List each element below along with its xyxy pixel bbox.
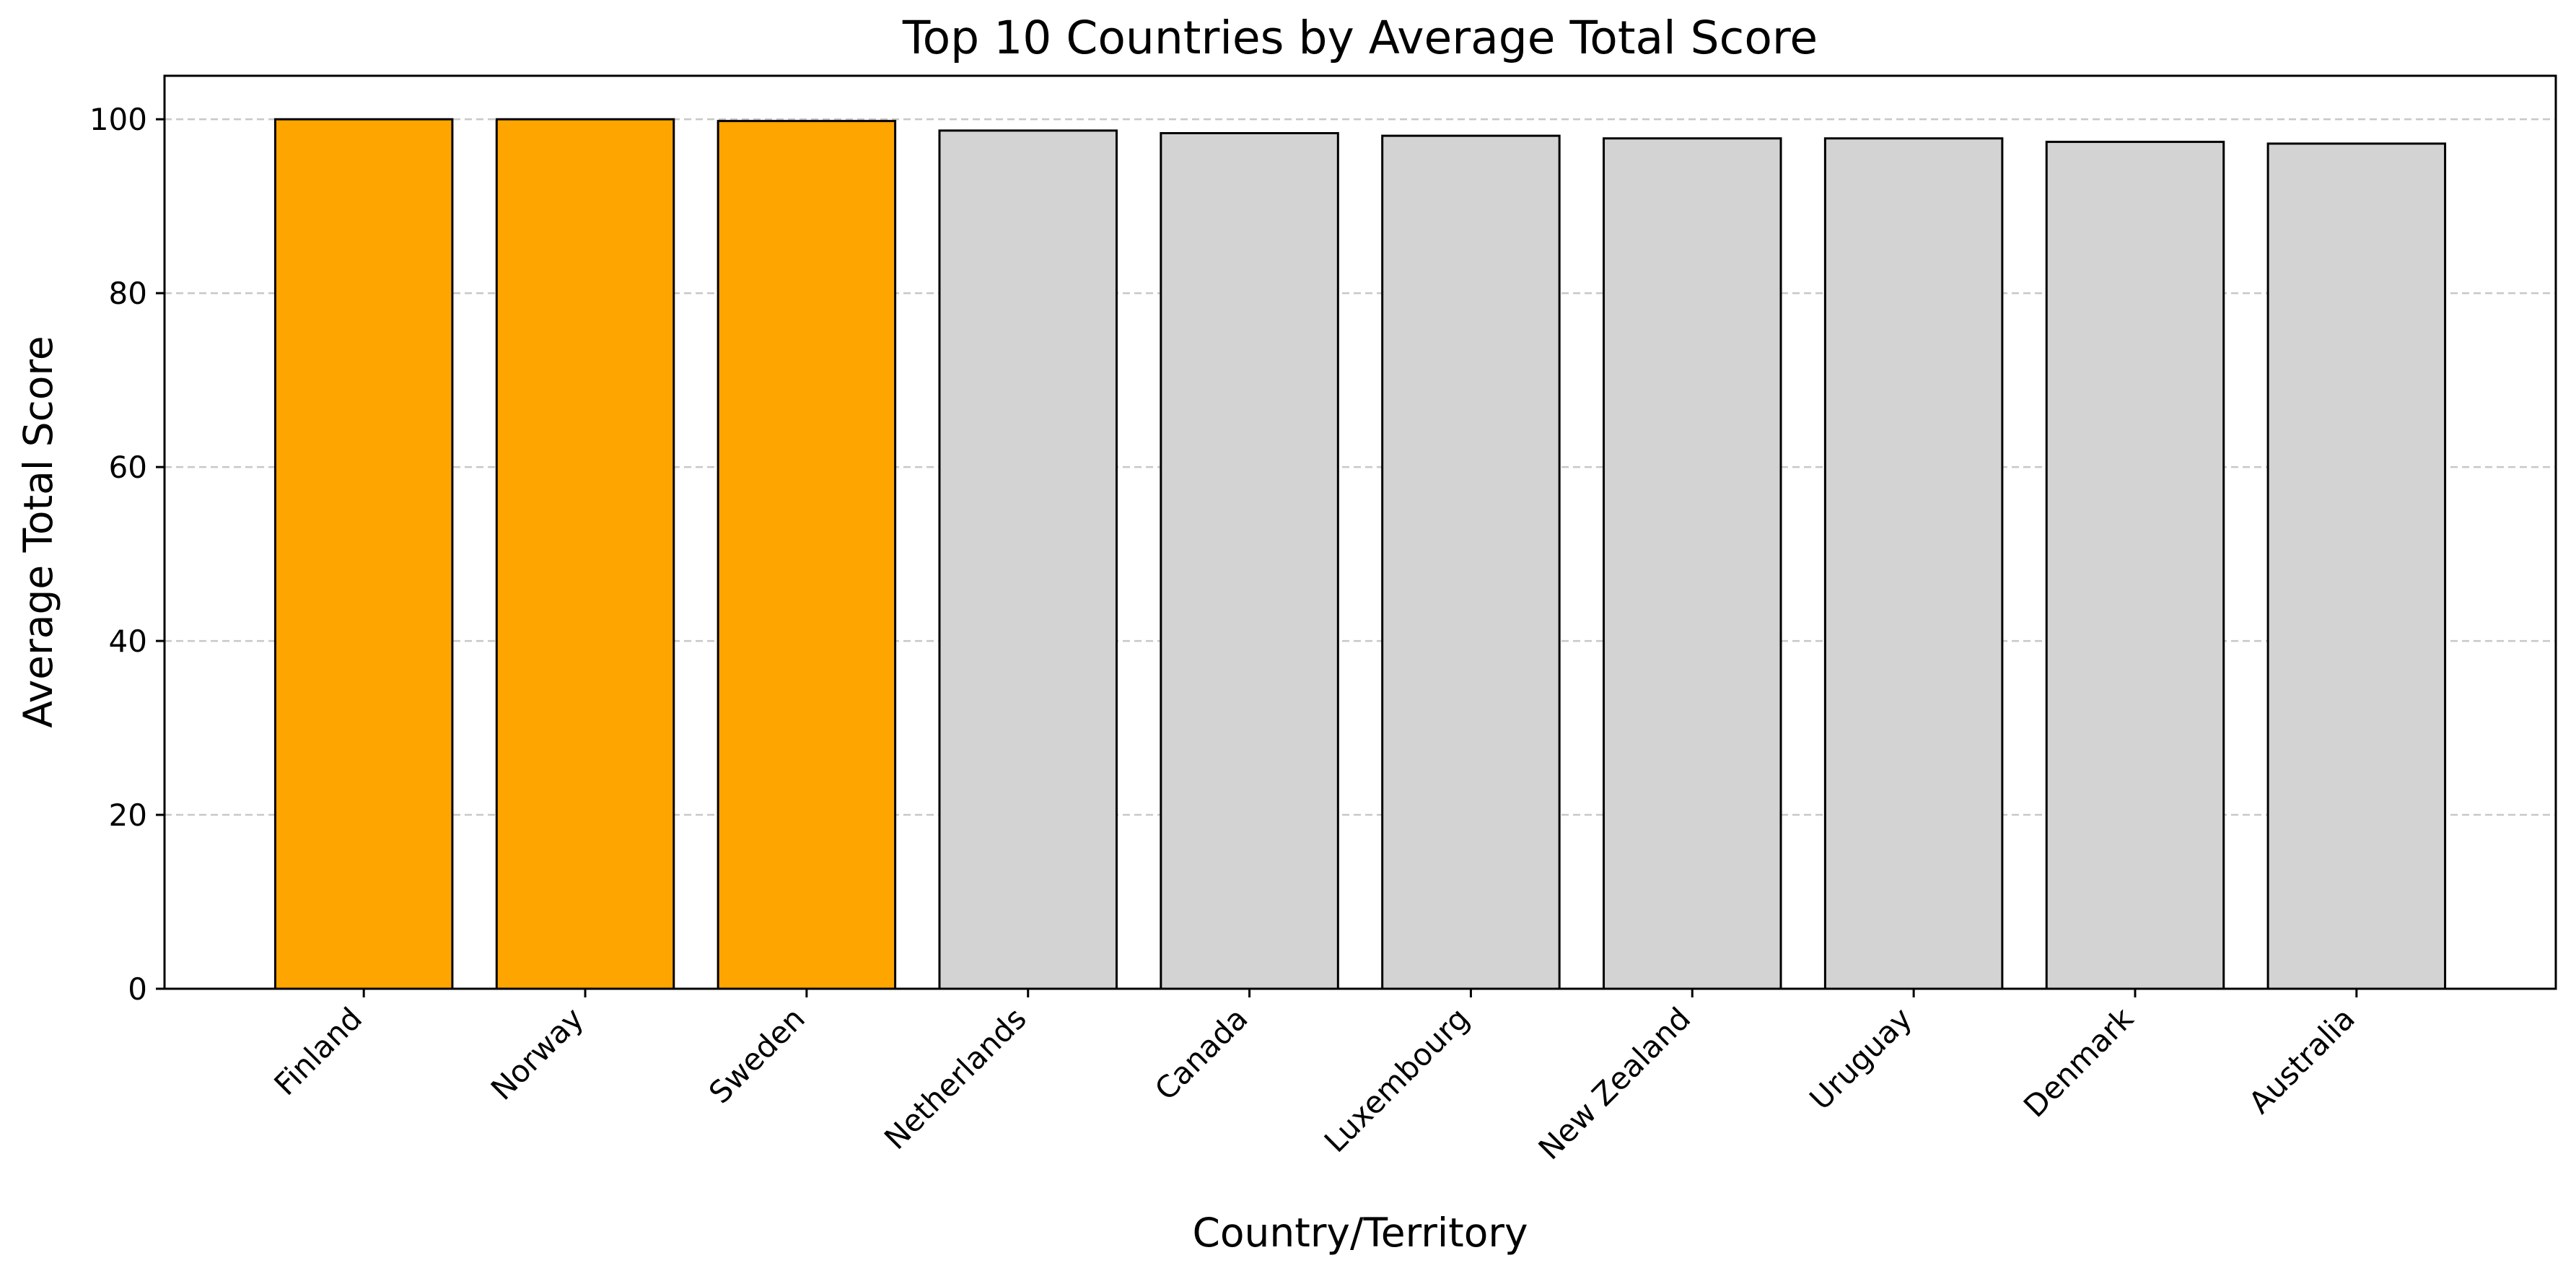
y-axis: 0 20 40 60 80 100 [89,102,165,1007]
y-tick-label: 20 [109,798,147,833]
bar-uruguay [1823,137,2004,990]
bar-australia [2266,142,2447,990]
x-axis-label: Country/Territory [1192,1210,1528,1256]
y-tick-label: 40 [109,624,147,659]
bars [273,118,2447,990]
bar-finland [273,118,454,990]
bar-new-zealand [1603,137,1782,990]
bar-denmark [2045,141,2225,990]
y-tick-label: 0 [128,971,147,1007]
chart-title: Top 10 Countries by Average Total Score [902,12,1818,64]
y-tick-label: 100 [89,102,147,137]
bar-luxembourg [1381,134,1561,990]
bar-netherlands [938,129,1118,990]
y-axis-label: Average Total Score [15,336,61,727]
plot-frame [163,74,2557,990]
y-tick-label: 80 [109,276,147,311]
y-tick-label: 60 [109,450,147,485]
bar-sweden [717,120,897,990]
bar-canada [1160,132,1339,990]
bar-norway [495,118,675,990]
